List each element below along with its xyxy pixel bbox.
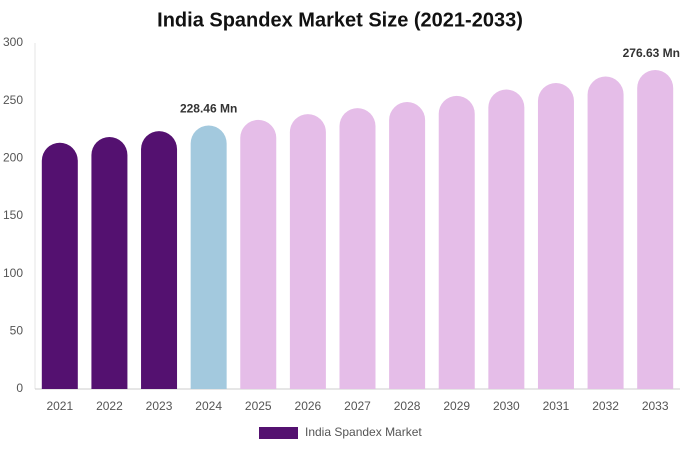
y-tick-label: 50 [10,324,24,338]
bar [389,102,426,390]
bar [190,125,227,389]
y-tick-label: 0 [16,381,23,395]
bar [587,76,624,389]
x-tick-label: 2025 [245,399,272,413]
bar [488,89,525,390]
x-tick-label: 2027 [344,399,371,413]
bar [240,119,277,389]
y-tick-label: 100 [3,266,23,280]
legend-swatch [259,427,298,439]
x-tick-label: 2024 [195,399,222,413]
x-tick-label: 2029 [443,399,470,413]
bar [339,108,376,389]
legend-label: India Spandex Market [305,425,422,439]
chart-title: India Spandex Market Size (2021-2033) [157,9,523,31]
bar [141,131,178,390]
bar [438,95,475,390]
x-tick-label: 2023 [146,399,173,413]
x-tick-label: 2026 [295,399,322,413]
bar [637,69,674,389]
bar [289,114,326,390]
x-tick-label: 2032 [592,399,619,413]
y-tick-label: 200 [3,151,23,165]
y-tick-label: 250 [3,93,23,107]
x-tick-label: 2028 [394,399,421,413]
x-tick-label: 2030 [493,399,520,413]
x-tick-label: 2033 [642,399,669,413]
x-tick-label: 2022 [96,399,123,413]
x-tick-label: 2031 [543,399,570,413]
y-tick-label: 150 [3,208,23,222]
y-tick-label: 300 [3,35,23,49]
x-tick-label: 2021 [46,399,73,413]
bar [537,83,574,390]
bar [91,136,128,389]
bar [41,142,78,389]
data-label: 276.63 Mn [623,46,680,60]
data-label: 228.46 Mn [180,102,237,116]
